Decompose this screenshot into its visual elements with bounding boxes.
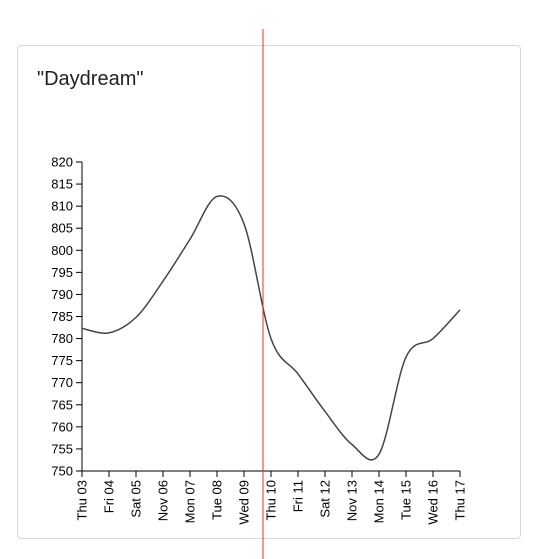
y-tick-label: 805 [51,221,73,236]
x-tick-label: Thu 17 [453,480,468,520]
y-tick-label: 770 [51,375,73,390]
y-tick-label: 820 [51,155,73,170]
x-tick-label: Sat 12 [318,480,333,518]
y-tick-label: 765 [51,397,73,412]
x-tick-label: Sat 05 [129,480,144,518]
y-tick-label: 755 [51,441,73,456]
x-tick-label: Fri 04 [102,480,117,513]
series-line [81,195,461,461]
x-tick-label: Wed 16 [426,480,441,525]
chart-card: "Daydream" [17,45,521,539]
y-tick-label: 800 [51,243,73,258]
y-tick-label: 760 [51,419,73,434]
y-tick-label: 785 [51,309,73,324]
y-tick-label: 810 [51,199,73,214]
y-tick-label: 815 [51,177,73,192]
x-axis: Thu 03 Fri 04 Sat 05 Nov 06 Mon 07 Tue 08 Wed … [75,470,468,525]
x-tick-label: Nov 13 [345,480,360,521]
y-tick-label: 780 [51,331,73,346]
y-tick-label: 750 [51,464,73,479]
x-tick-label: Mon 07 [183,480,198,523]
x-tick-label: Fri 11 [291,480,306,512]
y-tick-label: 795 [51,265,73,280]
y-tick-label: 790 [51,287,73,302]
x-tick-label: Wed 09 [237,480,252,525]
chart-title: "Daydream" [37,68,144,90]
x-tick-label: Tue 15 [399,480,414,520]
x-tick-label: Thu 03 [75,480,90,520]
x-tick-label: Thu 10 [264,480,279,520]
x-tick-label: Mon 14 [372,480,387,523]
x-tick-label: Tue 08 [210,480,225,520]
y-tick-label: 775 [51,353,73,368]
y-axis: 750 755 760 765 770 775 780 785 790 795 800 805 810 8… [51,155,83,479]
x-tick-label: Nov 06 [156,480,171,521]
